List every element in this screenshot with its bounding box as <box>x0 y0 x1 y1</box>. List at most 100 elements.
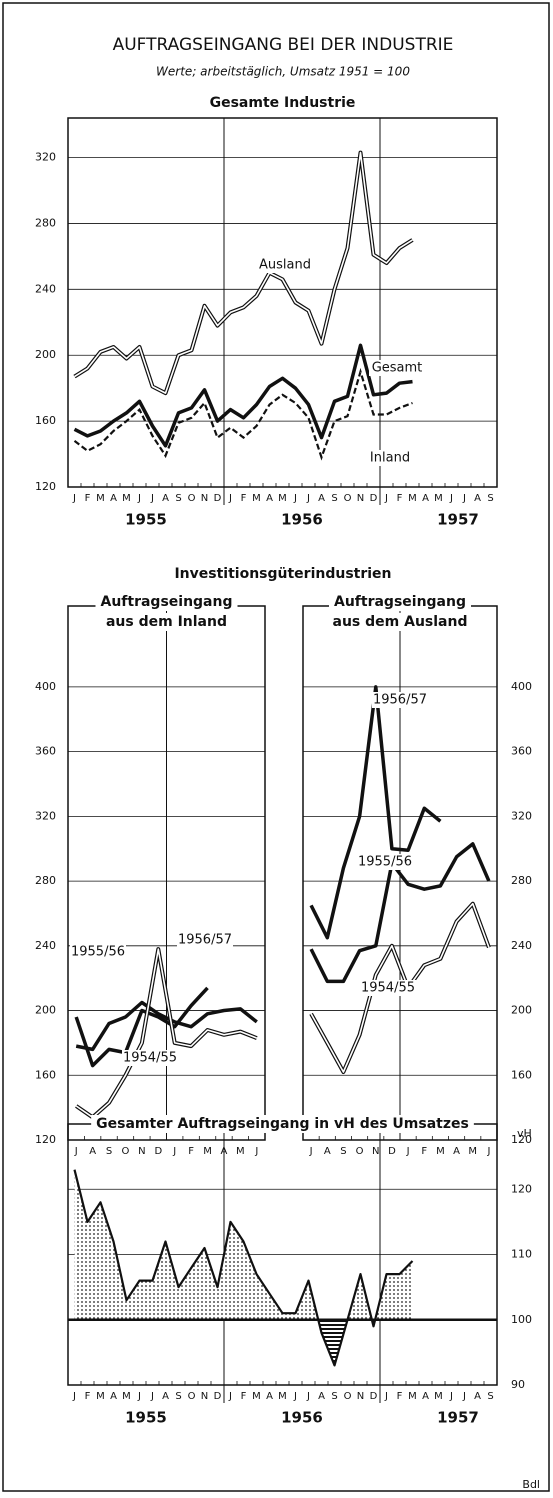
x-tick-label: J <box>486 1146 490 1157</box>
x-tick-label: S <box>331 493 337 504</box>
title-bg <box>328 593 472 611</box>
x-tick-label: S <box>487 493 493 504</box>
chart-title: Auftragseingang <box>100 594 232 610</box>
year-label: 1957 <box>437 1409 479 1427</box>
x-tick-label: A <box>110 1391 117 1402</box>
x-tick-label: A <box>422 493 429 504</box>
title: AUFTRAGSEINGANG BEI DER INDUSTRIE <box>113 35 454 55</box>
x-tick-label: J <box>172 1146 176 1157</box>
x-tick-label: M <box>278 1391 287 1402</box>
x-tick-label: J <box>306 1391 310 1402</box>
y-tick-label: 160 <box>35 414 56 427</box>
x-tick-label: J <box>462 1391 466 1402</box>
chart-title: Gesamter Auftragseingang in vH des Umsat… <box>96 1116 469 1132</box>
x-tick-label: J <box>384 493 388 504</box>
x-tick-label: M <box>122 493 131 504</box>
x-tick-label: M <box>96 493 105 504</box>
x-tick-label: A <box>89 1146 96 1157</box>
x-tick-label: D <box>370 493 378 504</box>
area-below <box>74 1319 413 1366</box>
x-tick-label: J <box>254 1146 258 1157</box>
x-tick-label: F <box>421 1146 427 1157</box>
y-tick-label: 200 <box>511 1004 532 1017</box>
x-tick-label: O <box>344 493 352 504</box>
series-label: 1954/55 <box>123 1051 177 1066</box>
title-bg <box>100 613 233 631</box>
x-tick-label: F <box>397 1391 403 1402</box>
series-label: 1955/56 <box>358 855 412 870</box>
y-tick-label: 400 <box>35 680 56 693</box>
series-label: 1956/57 <box>178 933 232 948</box>
subtitle: Werte; arbeitstäglich, Umsatz 1951 = 100 <box>156 65 410 79</box>
x-tick-label: N <box>357 1391 364 1402</box>
x-tick-label: J <box>137 493 141 504</box>
x-tick-label: J <box>406 1146 410 1157</box>
x-tick-label: M <box>434 493 443 504</box>
x-tick-label: S <box>175 493 181 504</box>
y-tick-label: 160 <box>35 1068 56 1081</box>
y-tick-label: 240 <box>35 939 56 952</box>
line-series <box>73 343 413 448</box>
x-tick-label: S <box>340 1146 346 1157</box>
line-series <box>73 1169 414 1367</box>
title-bg <box>327 613 473 631</box>
line-series <box>75 1000 258 1052</box>
series-label: Inland <box>370 451 410 466</box>
x-tick-label: J <box>228 493 232 504</box>
x-tick-label: A <box>324 1146 331 1157</box>
x-tick-label: J <box>137 1391 141 1402</box>
y-tick-label: 100 <box>511 1313 532 1326</box>
y-tick-label: 280 <box>35 874 56 887</box>
x-tick-label: O <box>344 1391 352 1402</box>
x-tick-label: M <box>96 1391 105 1402</box>
x-tick-label: M <box>252 493 261 504</box>
x-tick-label: A <box>162 1391 169 1402</box>
x-tick-label: S <box>175 1391 181 1402</box>
x-tick-label: D <box>370 1391 378 1402</box>
x-tick-label: J <box>150 1391 154 1402</box>
series-label: 1955/56 <box>71 945 125 960</box>
line-inner <box>310 902 490 1073</box>
plot-frame <box>67 117 498 488</box>
series-label: 1954/55 <box>361 981 415 996</box>
title-bg <box>95 593 238 611</box>
x-tick-label: D <box>214 1391 222 1402</box>
y-tick-label: 160 <box>511 1068 532 1081</box>
x-tick-label: M <box>278 493 287 504</box>
x-tick-label: F <box>85 493 91 504</box>
x-tick-label: J <box>293 493 297 504</box>
x-tick-label: A <box>318 493 325 504</box>
y-tick-label: 280 <box>511 874 532 887</box>
y-tick-label: 110 <box>511 1248 532 1261</box>
x-tick-label: J <box>309 1146 313 1157</box>
y-tick-label: 320 <box>511 809 532 822</box>
source: Bdl <box>522 1478 540 1491</box>
label-bg <box>257 257 313 273</box>
year-label: 1956 <box>281 1409 323 1427</box>
x-tick-label: A <box>318 1391 325 1402</box>
x-tick-label: F <box>85 1391 91 1402</box>
y-tick-label: 200 <box>35 348 56 361</box>
section-title: Investitionsgüterindustrien <box>174 566 391 582</box>
x-tick-label: D <box>214 493 222 504</box>
y-tick-label: 320 <box>35 809 56 822</box>
x-tick-label: O <box>122 1146 130 1157</box>
series-label: Gesamt <box>372 361 423 376</box>
x-tick-label: N <box>201 493 208 504</box>
x-tick-label: J <box>462 493 466 504</box>
x-tick-label: N <box>357 493 364 504</box>
y-unit-label: vH <box>517 1127 532 1140</box>
y-tick-label: 240 <box>35 282 56 295</box>
x-tick-label: J <box>72 1391 76 1402</box>
label-bg <box>372 692 428 708</box>
chart-title: aus dem Inland <box>106 614 227 630</box>
y-tick-label: 90 <box>511 1378 525 1391</box>
series-label: 1956/57 <box>373 693 427 708</box>
line-series <box>309 685 442 940</box>
x-tick-label: A <box>474 493 481 504</box>
x-tick-label: F <box>241 1391 247 1402</box>
x-tick-label: M <box>468 1146 477 1157</box>
y-tick-label: 120 <box>35 480 56 493</box>
x-tick-label: J <box>72 493 76 504</box>
y-tick-label: 120 <box>511 1182 532 1195</box>
